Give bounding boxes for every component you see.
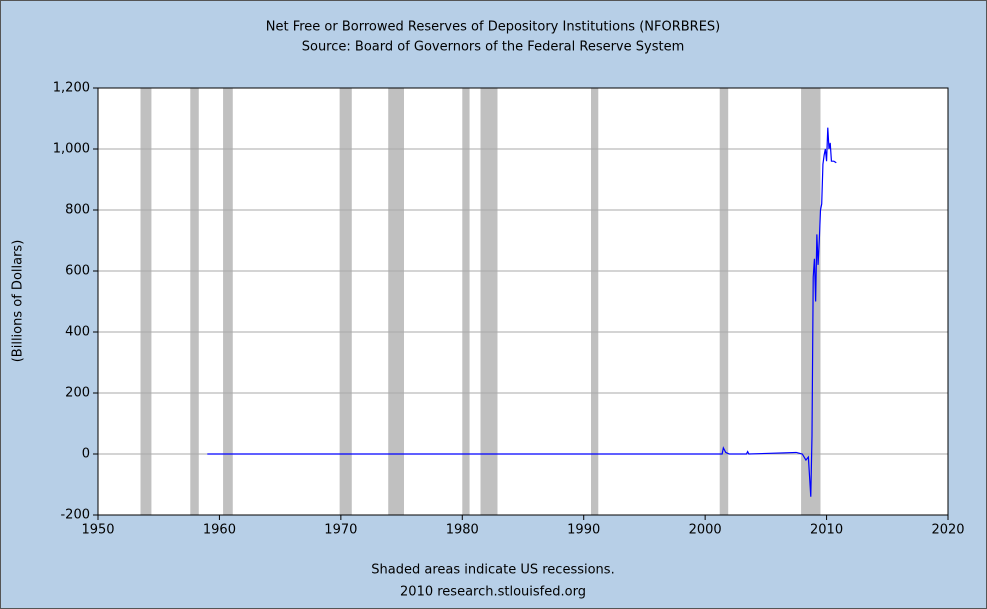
chart-title: Net Free or Borrowed Reserves of Deposit… (266, 20, 721, 35)
recession-band (719, 88, 729, 515)
y-tick-label: 800 (65, 203, 90, 218)
y-tick-label: 200 (65, 386, 90, 401)
recession-band (462, 88, 470, 515)
x-tick-label: 1970 (324, 523, 357, 538)
recession-band (801, 88, 821, 515)
source: 2010 research.stlouisfed.org (400, 585, 586, 600)
x-tick-label: 2010 (810, 523, 843, 538)
x-tick-label: 2000 (689, 523, 722, 538)
data-line (207, 127, 837, 497)
x-tick-label: 1960 (203, 523, 236, 538)
recession-band (223, 88, 233, 515)
y-tick-label: 400 (65, 325, 90, 340)
y-tick-label: 600 (65, 264, 90, 279)
recession-band (480, 88, 498, 515)
chart-subtitle: Source: Board of Governors of the Federa… (302, 40, 685, 55)
y-tick-label: 1,200 (53, 81, 90, 96)
plot-border (97, 87, 949, 516)
y-tick-label: 0 (82, 447, 90, 462)
x-tick-label: 2020 (931, 523, 964, 538)
y-tick-label: 1,000 (53, 142, 90, 157)
recession-band (190, 88, 199, 515)
recession-band (388, 88, 404, 515)
recession-band (591, 88, 599, 515)
x-tick-label: 1950 (81, 523, 114, 538)
footnote: Shaded areas indicate US recessions. (371, 563, 614, 578)
recession-band (140, 88, 152, 515)
recession-band (339, 88, 352, 515)
y-tick-label: -200 (60, 508, 90, 523)
x-tick-label: 1990 (567, 523, 600, 538)
x-tick-label: 1980 (446, 523, 479, 538)
y-axis-label: (Billions of Dollars) (11, 240, 26, 363)
